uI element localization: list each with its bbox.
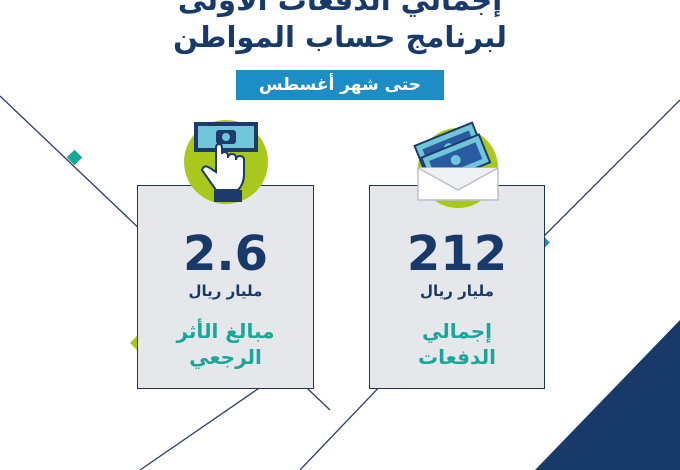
teal-diamond [66, 149, 83, 166]
card-total-payments: 212 مليار ريال إجمالي الدفعات [369, 185, 545, 389]
card-value: 2.6 [182, 226, 269, 282]
card-label-line2: الدفعات [418, 345, 496, 369]
card-label-line1: مبالغ الأثر [176, 319, 275, 343]
card-unit: مليار ريال [420, 282, 494, 300]
money-envelope-icon [408, 118, 504, 210]
corner-triangle [535, 320, 680, 470]
diagonal-line-right [539, 99, 680, 241]
page-title-line2: لبرنامج حساب المواطن [173, 20, 507, 54]
page-title-line1: إجمالي الدفعات الأولى [177, 0, 503, 17]
card-value: 212 [406, 226, 508, 282]
card-label-line1: إجمالي [422, 319, 492, 343]
card-label-line2: الرجعي [189, 345, 262, 369]
hand-money-icon [180, 118, 272, 210]
card-retroactive-amounts: 2.6 مليار ريال مبالغ الأثر الرجعي [137, 185, 314, 389]
date-badge: حتى شهر أغسطس 2024 [236, 70, 444, 125]
card-unit: مليار ريال [188, 282, 263, 300]
